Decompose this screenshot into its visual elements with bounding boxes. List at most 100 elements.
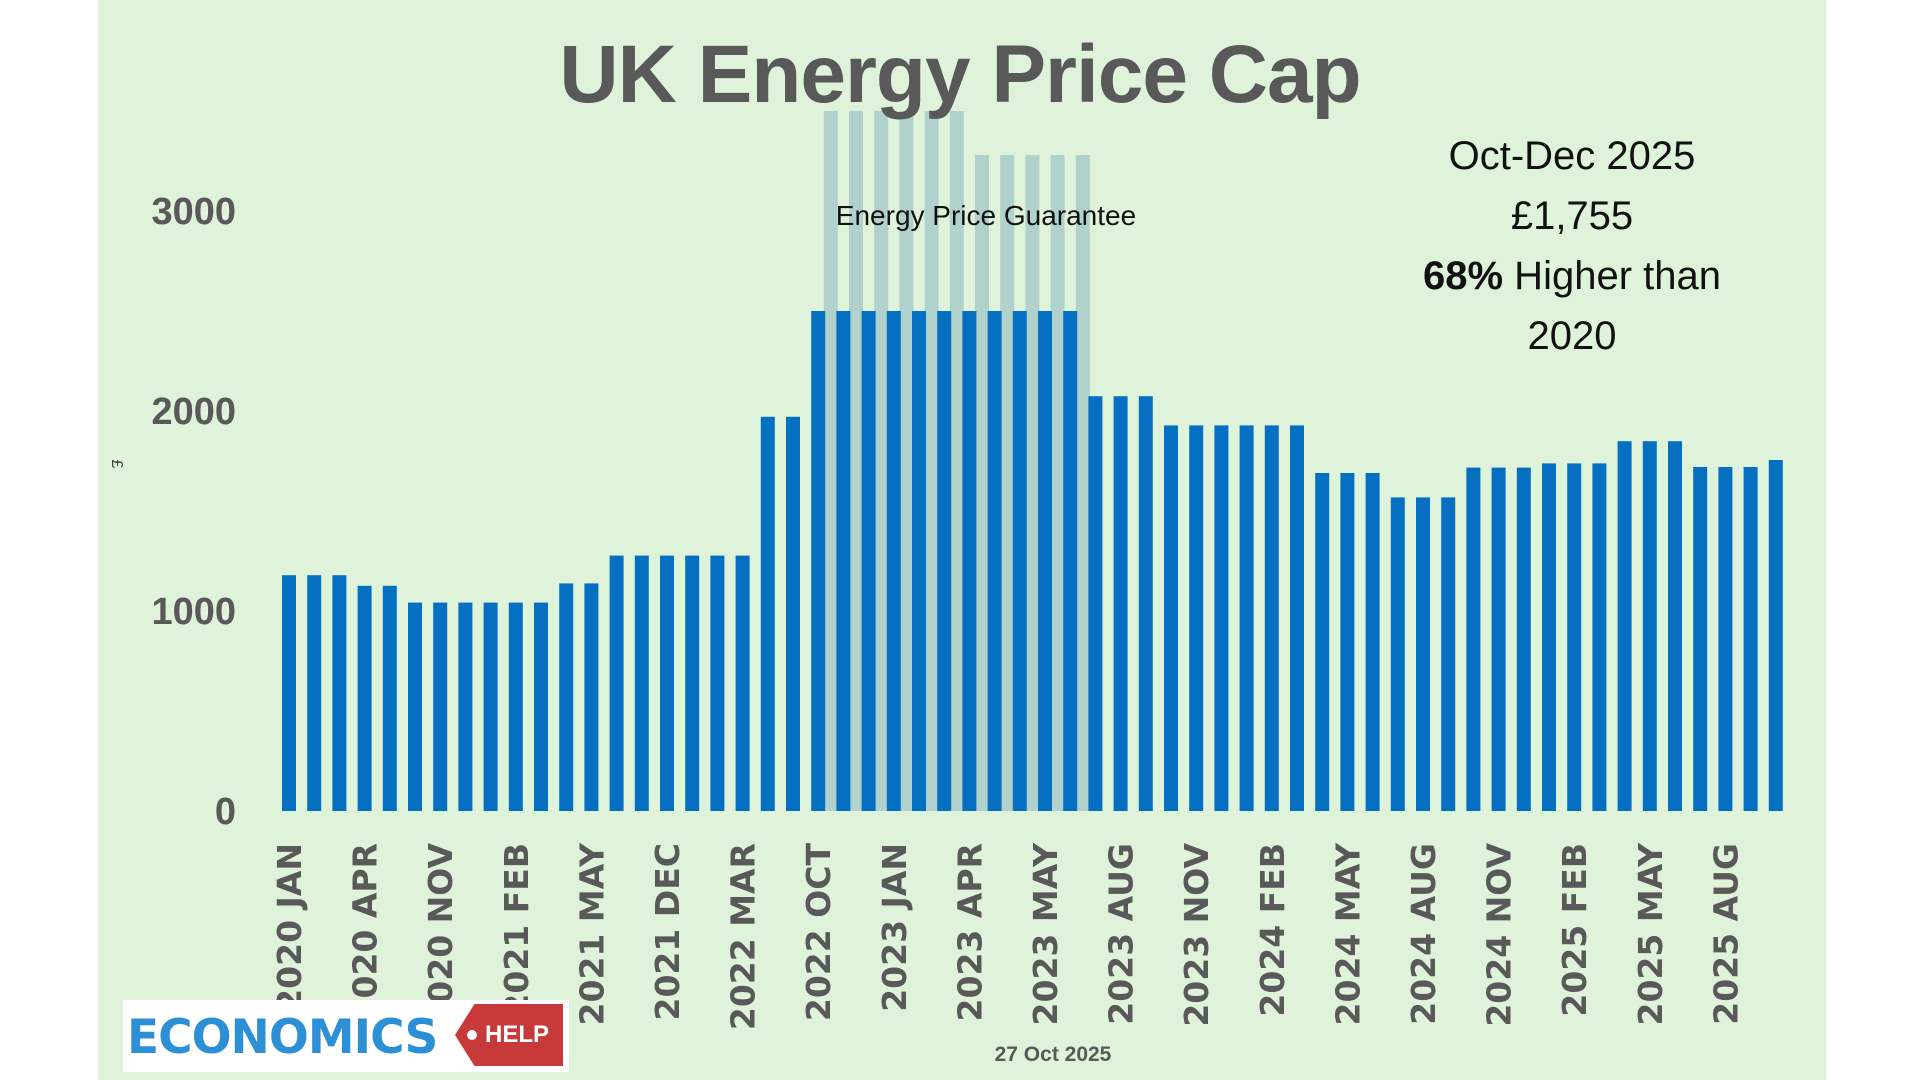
price-cap-overlay-bar <box>823 111 838 811</box>
x-tick-label: 2020 NOV <box>421 843 460 1027</box>
bar <box>1718 467 1733 811</box>
x-tick-label: 2023 MAY <box>1026 842 1065 1026</box>
bar <box>307 575 322 811</box>
x-tick-label: 2024 AUG <box>1404 843 1443 1025</box>
price-cap-overlay-bar <box>975 155 989 811</box>
annotation-change: 68% Higher than <box>1372 246 1772 306</box>
logo-tag: HELP <box>455 1004 563 1066</box>
bar <box>332 575 347 811</box>
y-tick-label: 1000 <box>151 591 236 633</box>
bar <box>1012 311 1027 811</box>
price-cap-overlay-bar <box>874 111 889 811</box>
bar <box>1113 396 1128 811</box>
economics-help-logo: ECONOMICS HELP <box>123 1000 569 1072</box>
bar <box>912 311 926 811</box>
bar <box>1617 441 1632 811</box>
bar <box>760 416 775 811</box>
price-cap-overlay-bar <box>1025 155 1040 811</box>
bar <box>1365 473 1380 811</box>
bar <box>685 555 700 811</box>
x-tick-label: 2023 JAN <box>875 843 914 1012</box>
bar <box>962 311 977 811</box>
x-tick-label: 2020 APR <box>346 843 385 1021</box>
bar <box>1441 497 1456 811</box>
bar <box>1642 441 1657 811</box>
bar <box>1290 425 1304 811</box>
bar <box>811 311 826 811</box>
x-tick-label: 2025 MAY <box>1631 842 1670 1026</box>
bar <box>1693 467 1708 811</box>
bar <box>786 416 800 811</box>
bar <box>634 555 649 811</box>
bar <box>1466 467 1481 811</box>
annotation-value: £1,755 <box>1510 194 1634 238</box>
bar <box>1214 425 1229 811</box>
y-tick-label: 2000 <box>151 391 236 433</box>
x-tick-label: 2022 MAR <box>724 843 763 1030</box>
price-cap-overlay-bar <box>949 111 964 811</box>
bar <box>1063 311 1078 811</box>
bar <box>1315 473 1330 811</box>
bar <box>1491 467 1506 811</box>
bar <box>1164 425 1178 811</box>
bar <box>861 311 876 811</box>
annotation: Oct-Dec 2025 £1,755 68% Higher than 2020 <box>1372 126 1772 366</box>
y-axis-label: £ <box>108 460 125 469</box>
bar <box>1516 467 1531 811</box>
bar <box>1668 441 1682 811</box>
logo-word: ECONOMICS <box>127 1010 438 1065</box>
bar <box>458 602 473 811</box>
bar <box>408 602 422 811</box>
x-tick-label: 2024 NOV <box>1480 843 1519 1027</box>
bar <box>1542 463 1556 811</box>
bar <box>382 585 397 811</box>
x-tick-label: 2025 FEB <box>1555 843 1594 1017</box>
x-tick-label: 2021 MAY <box>572 842 611 1026</box>
y-tick-label: 0 <box>215 791 236 833</box>
bar <box>357 585 372 811</box>
bar <box>987 311 1002 811</box>
bar <box>886 311 901 811</box>
bar <box>937 311 952 811</box>
price-cap-overlay-bar <box>849 111 863 811</box>
annotation-change-text: Higher than <box>1503 254 1721 298</box>
date-label: 27 Oct 2025 <box>994 1043 1112 1066</box>
bar <box>1768 460 1783 811</box>
x-tick-label: 2023 APR <box>950 843 989 1021</box>
bar <box>1592 463 1607 811</box>
bar <box>735 555 750 811</box>
bar <box>660 555 674 811</box>
x-tick-label: 2021 DEC <box>648 843 687 1021</box>
bar <box>1264 425 1279 811</box>
annotation-period: Oct-Dec 2025 <box>1448 134 1696 178</box>
x-tick-label: 2024 MAY <box>1328 842 1367 1026</box>
bar <box>1138 396 1153 811</box>
x-tick-label: 2024 FEB <box>1253 843 1292 1017</box>
bar <box>1189 425 1204 811</box>
price-cap-overlay-bar <box>1050 155 1065 811</box>
bar <box>1340 473 1355 811</box>
bar <box>836 311 851 811</box>
price-cap-overlay-bar <box>899 111 914 811</box>
bar <box>609 555 624 811</box>
x-tick-label: 2022 OCT <box>799 843 838 1022</box>
bar <box>710 555 725 811</box>
bar <box>1038 311 1052 811</box>
x-tick-label: 2023 AUG <box>1102 843 1141 1025</box>
bar <box>1743 467 1758 811</box>
bar <box>1416 497 1430 811</box>
epg-label: Energy Price Guarantee <box>835 200 1137 231</box>
bar <box>534 602 548 811</box>
price-cap-overlay-bar <box>1000 155 1015 811</box>
x-tick-label: 2020 JAN <box>270 843 309 1012</box>
chart-title: UK Energy Price Cap <box>559 29 1361 120</box>
bar <box>1239 425 1254 811</box>
bar <box>433 602 448 811</box>
bar <box>559 583 574 811</box>
x-tick-label: 2021 FEB <box>497 843 536 1017</box>
annotation-percent: 68% <box>1423 254 1504 298</box>
bar <box>1390 497 1405 811</box>
bar <box>508 602 523 811</box>
bar <box>584 583 599 811</box>
